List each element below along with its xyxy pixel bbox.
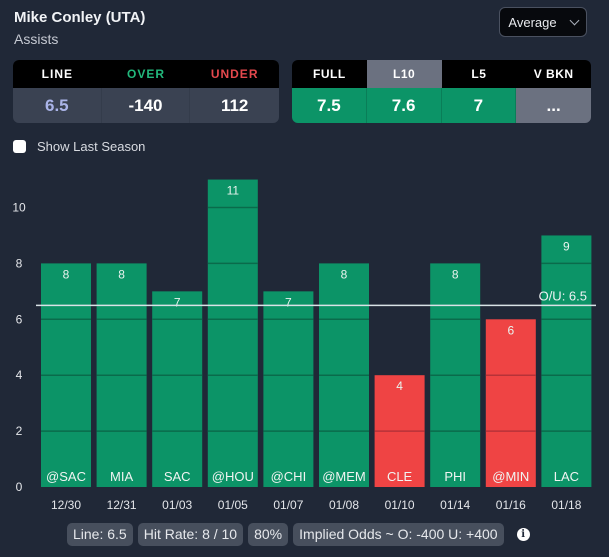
bar	[485, 319, 536, 487]
odds-value-under: 112	[220, 95, 249, 115]
checkbox-box[interactable]	[13, 140, 26, 153]
y-tick-label: 0	[16, 480, 23, 494]
average-dropdown[interactable]: Average	[499, 7, 587, 37]
y-tick-label: 10	[12, 201, 26, 215]
tab-l5[interactable]: L5	[441, 60, 517, 88]
bar-opponent-label: PHI	[444, 469, 466, 484]
hit-rate-pill: Hit Rate: 8 / 10	[137, 523, 244, 546]
bar	[263, 291, 314, 487]
x-tick-label: 01/14	[440, 498, 470, 512]
avg-value-l10: 7.6	[366, 88, 442, 123]
x-tick-label: 01/10	[385, 498, 415, 512]
x-tick-label: 12/30	[51, 498, 81, 512]
y-tick-label: 2	[16, 424, 23, 438]
x-tick-label: 01/05	[218, 498, 248, 512]
player-name: Mike Conley (UTA)	[14, 9, 146, 26]
ou-line-label: O/U: 6.5	[539, 288, 587, 303]
odds-value-over: -140	[102, 88, 191, 123]
avg-value-full: 7.5	[292, 88, 367, 123]
odds-header-under: UNDER	[190, 60, 279, 88]
x-tick-label: 12/31	[107, 498, 137, 512]
bar-opponent-label: @HOU	[212, 469, 254, 484]
info-icon[interactable]: i	[516, 528, 530, 541]
tab-v-bkn[interactable]: V BKN	[516, 60, 591, 88]
bar-value-label: 8	[118, 267, 125, 281]
odds-value-line: 6.5	[13, 88, 102, 123]
y-tick-label: 4	[16, 368, 23, 382]
x-tick-label: 01/07	[273, 498, 303, 512]
bar-value-label: 8	[341, 267, 348, 281]
bar-value-label: 8	[452, 267, 459, 281]
bar-opponent-label: @SAC	[46, 469, 86, 484]
x-tick-label: 01/03	[162, 498, 192, 512]
bar-opponent-label: CLE	[387, 469, 413, 484]
show-last-season-checkbox[interactable]: Show Last Season	[13, 139, 145, 154]
dropdown-value: Average	[508, 14, 557, 30]
stat-type: Assists	[14, 31, 59, 47]
bar-opponent-label: LAC	[554, 469, 579, 484]
bar-value-label: 8	[63, 267, 70, 281]
stats-bar: Line: 6.5 Hit Rate: 8 / 10 80% Implied O…	[67, 523, 530, 546]
chevron-down-icon	[569, 15, 580, 25]
y-tick-label: 6	[16, 312, 23, 326]
bar-opponent-label: @MIN	[492, 469, 529, 484]
odds-table: LINE OVER UNDER 6.5 -140 112	[13, 60, 279, 123]
avg-value-l5: 7	[441, 88, 517, 123]
bar-value-label: 9	[563, 239, 570, 253]
bar-value-label: 6	[507, 323, 514, 337]
odds-header-line: LINE	[13, 60, 102, 88]
x-tick-label: 01/16	[496, 498, 526, 512]
bar-opponent-label: SAC	[164, 469, 191, 484]
bar-opponent-label: @MEM	[322, 469, 366, 484]
bar	[152, 291, 203, 487]
tab-full[interactable]: FULL	[292, 60, 367, 88]
checkbox-label: Show Last Season	[37, 139, 146, 154]
bar	[541, 235, 592, 487]
odds-header-over: OVER	[101, 60, 191, 88]
bar	[207, 179, 258, 488]
bar-opponent-label: @CHI	[271, 469, 307, 484]
tab-l10[interactable]: L10	[366, 60, 442, 88]
y-tick-label: 8	[16, 256, 23, 270]
x-tick-label: 01/08	[329, 498, 359, 512]
averages-table: FULL L10 L5 V BKN 7.5 7.6 7 ...	[292, 60, 591, 123]
bar-opponent-label: MIA	[110, 469, 133, 484]
bar-value-label: 7	[285, 295, 292, 309]
x-tick-label: 01/18	[551, 498, 581, 512]
line-pill: Line: 6.5	[67, 523, 133, 546]
percent-pill: 80%	[248, 523, 289, 546]
bar-value-label: 7	[174, 295, 181, 309]
bar-value-label: 11	[227, 184, 240, 198]
bar-chart: 0 2 4 6 8 10 8 @SAC 12/30 8 MIA 12/31 7 SAC 01/03 11 @HO…	[12, 179, 596, 512]
avg-value-v-bkn: ...	[516, 88, 591, 123]
implied-odds-pill: Implied Odds ~ O: -400 U: +400	[293, 523, 504, 546]
bar-value-label: 4	[396, 379, 403, 393]
